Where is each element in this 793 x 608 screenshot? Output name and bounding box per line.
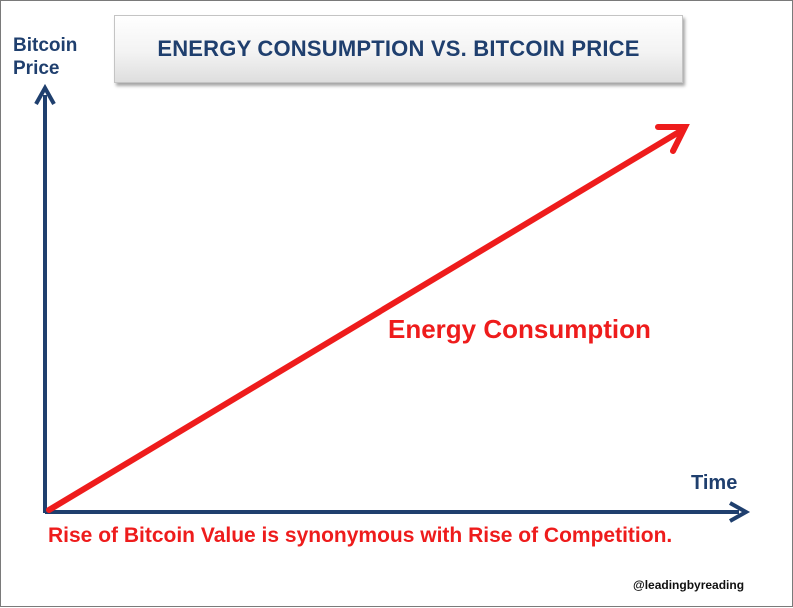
chart-title: ENERGY CONSUMPTION VS. BITCOIN PRICE [157, 36, 640, 61]
credit-handle: @leadingbyreading [633, 578, 745, 592]
energy-consumption-trend-line [46, 129, 682, 513]
x-axis-arrowhead [729, 501, 751, 523]
trend-arrowhead [655, 124, 690, 154]
trend-label: Energy Consumption [388, 314, 651, 344]
title-box: ENERGY CONSUMPTION VS. BITCOIN PRICE [114, 15, 683, 83]
y-axis-label: Bitcoin Price [13, 34, 77, 80]
y-axis-label-line: Price [13, 58, 60, 79]
y-axis-arrowhead [34, 83, 56, 105]
caption-text: Rise of Bitcoin Value is synonymous with… [48, 524, 673, 547]
x-axis-label: Time [691, 472, 738, 494]
y-axis-label-line: Bitcoin [13, 35, 78, 56]
